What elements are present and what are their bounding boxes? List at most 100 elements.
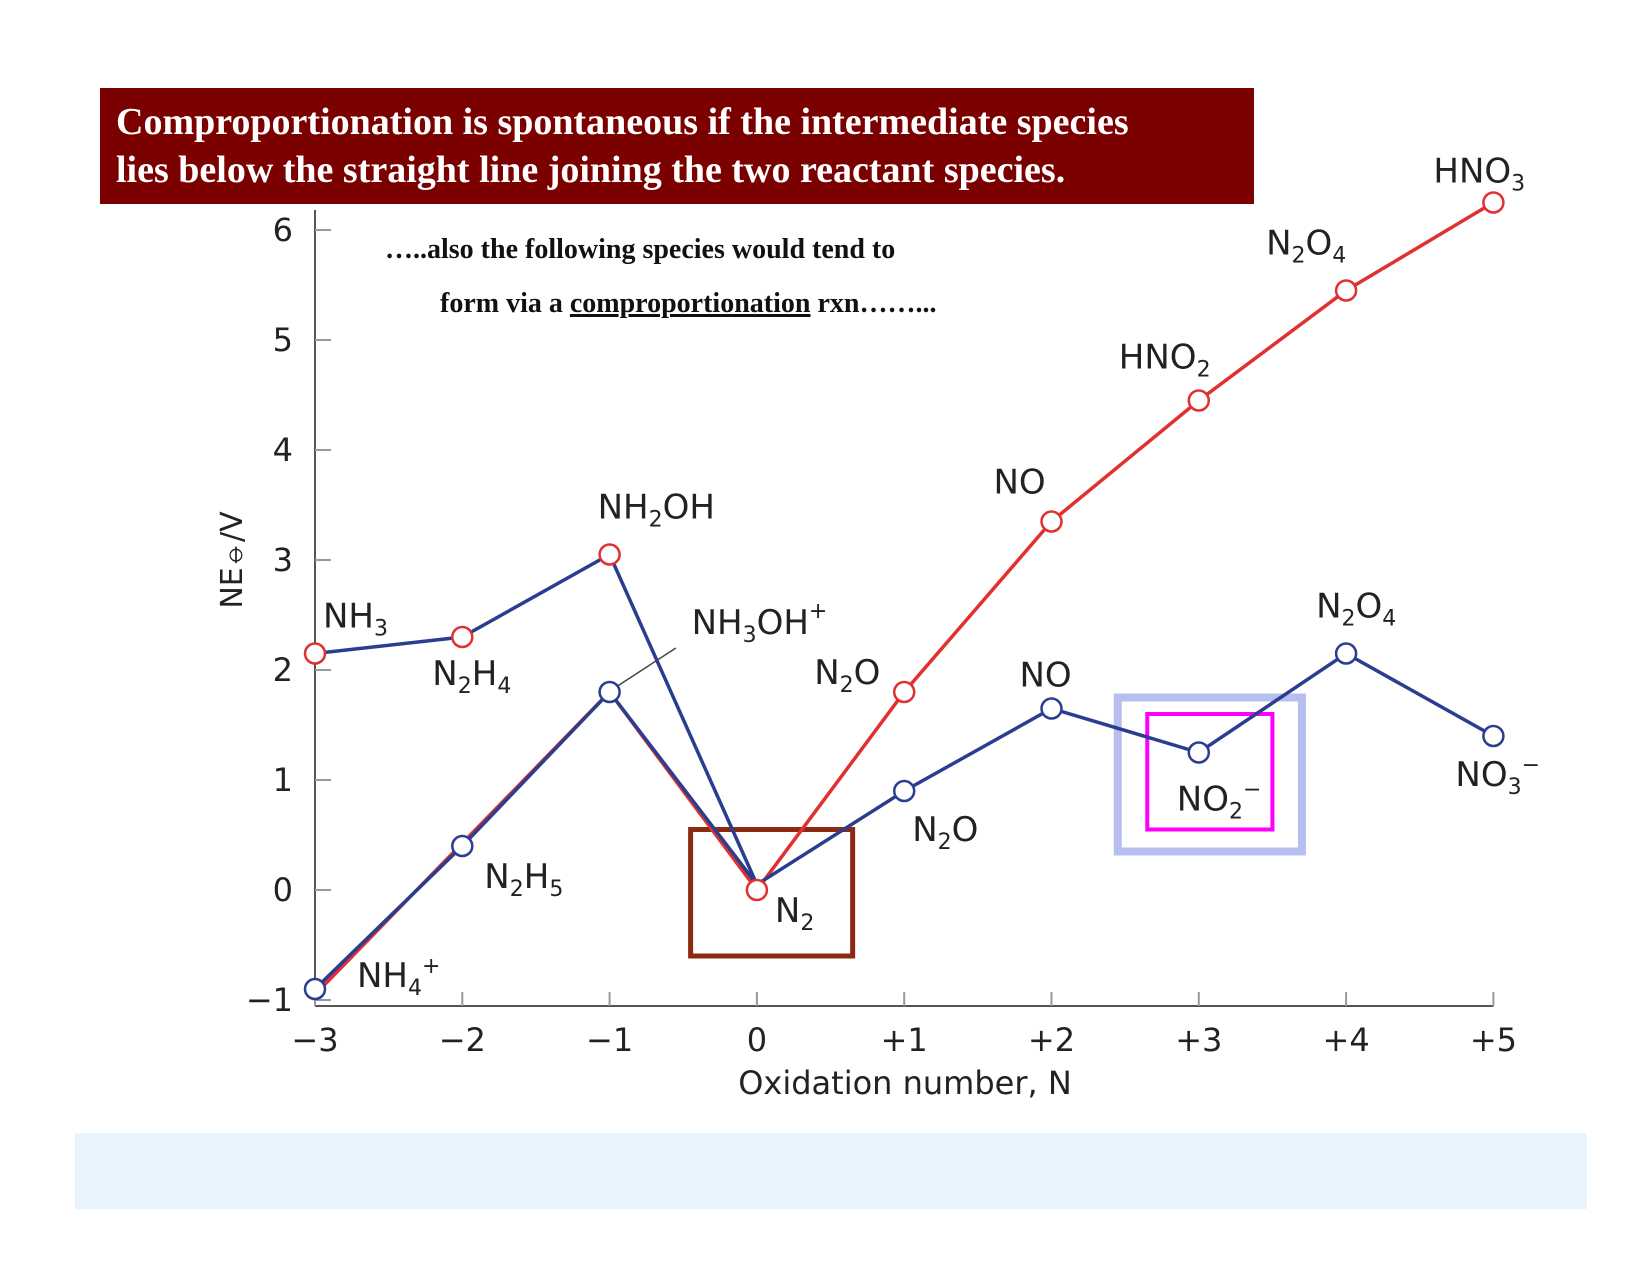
- label-base: HNO: [1433, 152, 1511, 192]
- data-point: [451, 834, 474, 858]
- label-sub: 2: [1292, 244, 1306, 269]
- species-label: NH3OH+: [692, 599, 828, 648]
- species-label: NH4+: [357, 954, 440, 1001]
- label-sub: 3: [743, 623, 757, 648]
- y-tick-label: 0: [273, 871, 293, 909]
- label-base: N: [912, 810, 937, 850]
- label-mid: O: [1356, 587, 1383, 627]
- data-point: [745, 878, 769, 902]
- species-label: N2O4: [1316, 587, 1396, 632]
- series-line-ammonia: [314, 552, 759, 886]
- data-point: [1187, 389, 1211, 412]
- banner-line-2: lies below the straight line joining the…: [116, 149, 1066, 191]
- label-base: NO: [1455, 755, 1507, 795]
- x-tick-label: 0: [747, 1021, 767, 1059]
- label-base: NO: [1177, 780, 1229, 820]
- x-axis-label: Oxidation number, N: [738, 1064, 1072, 1102]
- label-base: NO: [994, 463, 1046, 503]
- label-sup: −: [1243, 778, 1261, 803]
- label-base: NO: [1020, 656, 1072, 696]
- data-point: [1482, 724, 1505, 748]
- x-tick-label: +4: [1323, 1021, 1370, 1059]
- label-sub: 4: [1332, 244, 1346, 269]
- label-sub: 2: [458, 674, 472, 699]
- species-label: NO3−: [1455, 753, 1540, 800]
- species-label: HNO2: [1119, 338, 1211, 383]
- y-tick-label: 1: [273, 761, 293, 799]
- label-base: NH: [357, 956, 408, 996]
- label-sup: −: [1522, 753, 1540, 778]
- label-sub: 2: [649, 508, 663, 533]
- label-mid: O: [1306, 224, 1333, 264]
- leader-nh3oh: [617, 647, 677, 687]
- title-banner: Comproportionation is spontaneous if the…: [100, 88, 1254, 204]
- species-label: NO2−: [1177, 778, 1262, 825]
- label-sub: 2: [510, 877, 524, 902]
- species-labels: NH3N2H4NH2OHNH3OH+N2H5NH4+N2N2ON2ONONOHN…: [323, 152, 1540, 1002]
- x-tick-label: +3: [1175, 1021, 1222, 1059]
- species-label: N2H5: [484, 857, 563, 902]
- species-label: N2H4: [432, 654, 511, 699]
- series-line-base: [313, 651, 1495, 991]
- leader-lines: [617, 647, 677, 687]
- y-tick-label: 2: [273, 651, 293, 689]
- label-sub: 2: [840, 673, 854, 698]
- data-markers: [303, 191, 1505, 1001]
- species-label: NH3: [323, 597, 388, 642]
- data-point: [1334, 279, 1358, 302]
- label-sub: 4: [1382, 607, 1396, 632]
- banner-line-1: Comproportionation is spontaneous if the…: [116, 101, 1129, 143]
- data-point: [598, 543, 621, 566]
- label-base: NH: [598, 488, 649, 528]
- label-mid: OH: [663, 488, 715, 528]
- highlight-box-no2-outer: [1113, 693, 1306, 856]
- bottom-bar: [75, 1133, 1587, 1209]
- y-tick-label: 5: [273, 321, 293, 359]
- label-sup: +: [809, 599, 827, 624]
- data-point: [1040, 697, 1063, 720]
- y-tick-label: 6: [273, 211, 293, 249]
- y-axis-label: NE⦵/V: [215, 511, 250, 609]
- label-base: NH: [692, 603, 743, 643]
- label-base: N: [814, 653, 839, 693]
- note-underlined: comproportionation: [569, 288, 811, 319]
- label-base: HNO: [1119, 338, 1197, 378]
- label-base: NH: [323, 597, 374, 637]
- label-base: N: [432, 654, 457, 694]
- x-tick-label: +1: [881, 1021, 928, 1059]
- label-base: N: [775, 891, 800, 931]
- data-point: [451, 625, 474, 649]
- label-sub: 5: [549, 877, 563, 902]
- x-tick-label: −2: [439, 1021, 486, 1059]
- label-sub: 2: [1342, 607, 1356, 632]
- label-mid: O: [854, 653, 881, 693]
- note-line-2: form via a comproportionation rxn……...: [440, 288, 936, 320]
- label-mid: O: [952, 810, 979, 850]
- x-tick-label: +5: [1470, 1021, 1517, 1059]
- data-point: [892, 779, 916, 803]
- highlight-box-n2: [688, 827, 856, 959]
- data-point: [1040, 510, 1063, 533]
- data-point: [1334, 642, 1358, 665]
- label-sub: 3: [1511, 172, 1525, 197]
- label-sub: 2: [1197, 358, 1211, 383]
- data-point: [1482, 191, 1505, 214]
- data-point: [892, 680, 916, 704]
- label-mid: H: [472, 654, 498, 694]
- label-sub: 2: [1229, 800, 1243, 825]
- y-tick-label: 3: [273, 541, 293, 579]
- data-point: [598, 680, 621, 704]
- label-base: N: [1316, 587, 1341, 627]
- highlight-boxes: [688, 693, 1306, 959]
- label-mid: H: [524, 857, 550, 897]
- species-label: NO: [1020, 656, 1072, 696]
- species-label: N2O4: [1266, 224, 1346, 269]
- note-prefix: form via a: [440, 288, 570, 319]
- label-sup: +: [422, 954, 440, 979]
- label-sub: 4: [408, 976, 422, 1001]
- data-point: [1187, 741, 1211, 764]
- label-sub: 2: [938, 830, 952, 855]
- label-mid: OH: [757, 603, 809, 643]
- label-base: N: [484, 857, 509, 897]
